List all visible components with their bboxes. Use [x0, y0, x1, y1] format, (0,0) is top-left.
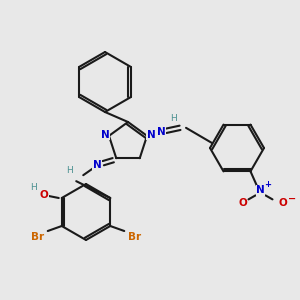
Text: +: + [264, 180, 271, 189]
Text: N: N [93, 160, 102, 170]
Text: N: N [256, 185, 265, 195]
Text: O: O [278, 198, 287, 208]
Text: Br: Br [128, 232, 141, 242]
Text: H: H [169, 114, 176, 123]
Text: N: N [157, 127, 165, 137]
Text: N: N [147, 130, 155, 140]
Text: H: H [66, 166, 73, 175]
Text: Br: Br [31, 232, 44, 242]
Text: O: O [238, 198, 247, 208]
Text: O: O [39, 190, 48, 200]
Text: H: H [30, 184, 37, 193]
Text: N: N [100, 130, 109, 140]
Text: −: − [288, 194, 297, 203]
